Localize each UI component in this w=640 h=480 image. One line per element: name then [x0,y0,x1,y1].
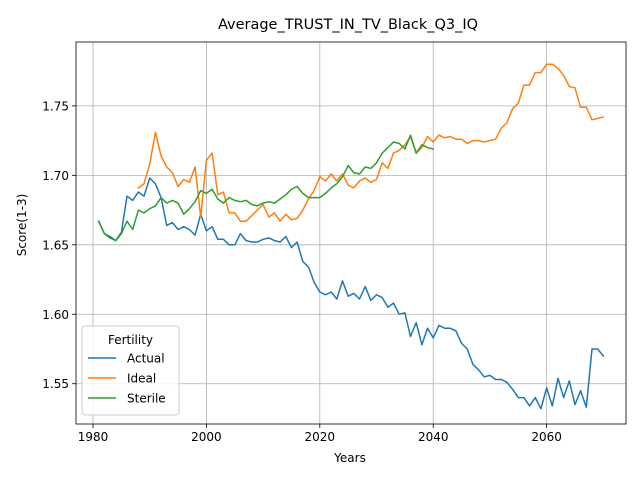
series-line-sterile [97,134,435,242]
x-tick-label: 2040 [418,430,449,444]
y-tick-label: 1.55 [42,377,69,391]
axis-ticks: 1980 2000 2020 2040 2060 1.55 1.60 1.65 1.70 1.75 [42,99,562,444]
x-tick-label: 2000 [191,430,222,444]
legend-label-actual: Actual [127,352,165,366]
y-tick-label: 1.75 [42,99,69,113]
chart-title: Average_TRUST_IN_TV_Black_Q3_IQ [218,17,478,33]
legend-label-sterile: Sterile [127,392,166,406]
series-line-actual [97,177,605,410]
x-axis-label: Years [333,451,366,465]
legend-label-ideal: Ideal [127,372,156,386]
y-tick-label: 1.70 [42,169,69,183]
y-axis-label: Score(1-3) [15,194,29,257]
plot-frame [75,41,627,425]
x-tick-label: 2020 [305,430,336,444]
legend-title: Fertility [108,333,153,347]
y-tick-label: 1.65 [42,238,69,252]
x-tick-label: 1980 [78,430,109,444]
legend: Fertility Actual Ideal Sterile [81,325,180,416]
legend-box [81,325,180,416]
x-tick-label: 2060 [531,430,562,444]
legend-entries: Actual Ideal Sterile [88,352,166,406]
series-line-ideal [137,63,605,222]
y-tick-label: 1.60 [42,308,69,322]
series-lines [97,63,605,410]
